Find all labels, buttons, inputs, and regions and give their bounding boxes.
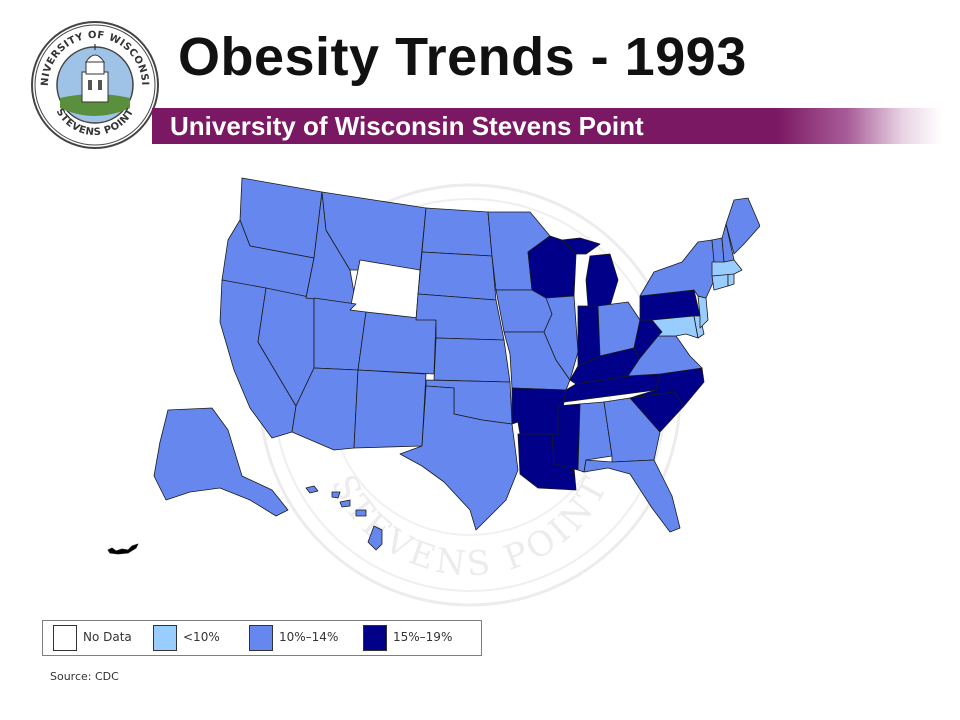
legend-swatch [363,625,387,651]
state-michigan [585,253,619,307]
state-new-hampshire [721,223,735,263]
page-title: Obesity Trends - 1993 [178,27,747,87]
state-washington [239,177,323,259]
state-rhode-island [727,273,735,287]
state-delaware [693,315,705,339]
university-seal: UNIVERSITY OF WISCONSIN STEVENS POINT [30,20,159,149]
state-kansas [433,337,511,383]
us-obesity-map [107,177,760,555]
state-maine [725,197,760,255]
state-connecticut [711,273,729,291]
legend-label: 10%–14% [279,630,339,644]
state-indiana [577,305,601,367]
legend-swatch [153,625,177,651]
legend-label: 15%–19% [393,630,453,644]
title-banner [152,108,942,144]
subtitle: University of Wisconsin Stevens Point [170,111,644,141]
state-north-dakota [421,207,493,257]
state-maryland [651,315,699,339]
state-south-dakota [417,251,497,301]
state-alaska [153,407,289,517]
legend: No Data <10% 10%–14% 15%–19% [42,620,482,656]
state-alaska-islands [107,543,139,555]
legend-label: No Data [83,630,132,644]
state-florida [583,459,681,533]
state-new-york [639,239,717,299]
state-wisconsin [527,235,577,299]
source-note: Source: CDC [50,670,119,683]
state-colorado [357,311,437,375]
legend-swatch [249,625,273,651]
state-texas [399,385,519,531]
legend-swatch [53,625,77,651]
legend-label: <10% [183,630,220,644]
state-illinois [543,295,579,381]
state-hawaii [305,485,383,551]
state-michigan-up [561,237,601,255]
state-new-mexico [353,369,427,449]
